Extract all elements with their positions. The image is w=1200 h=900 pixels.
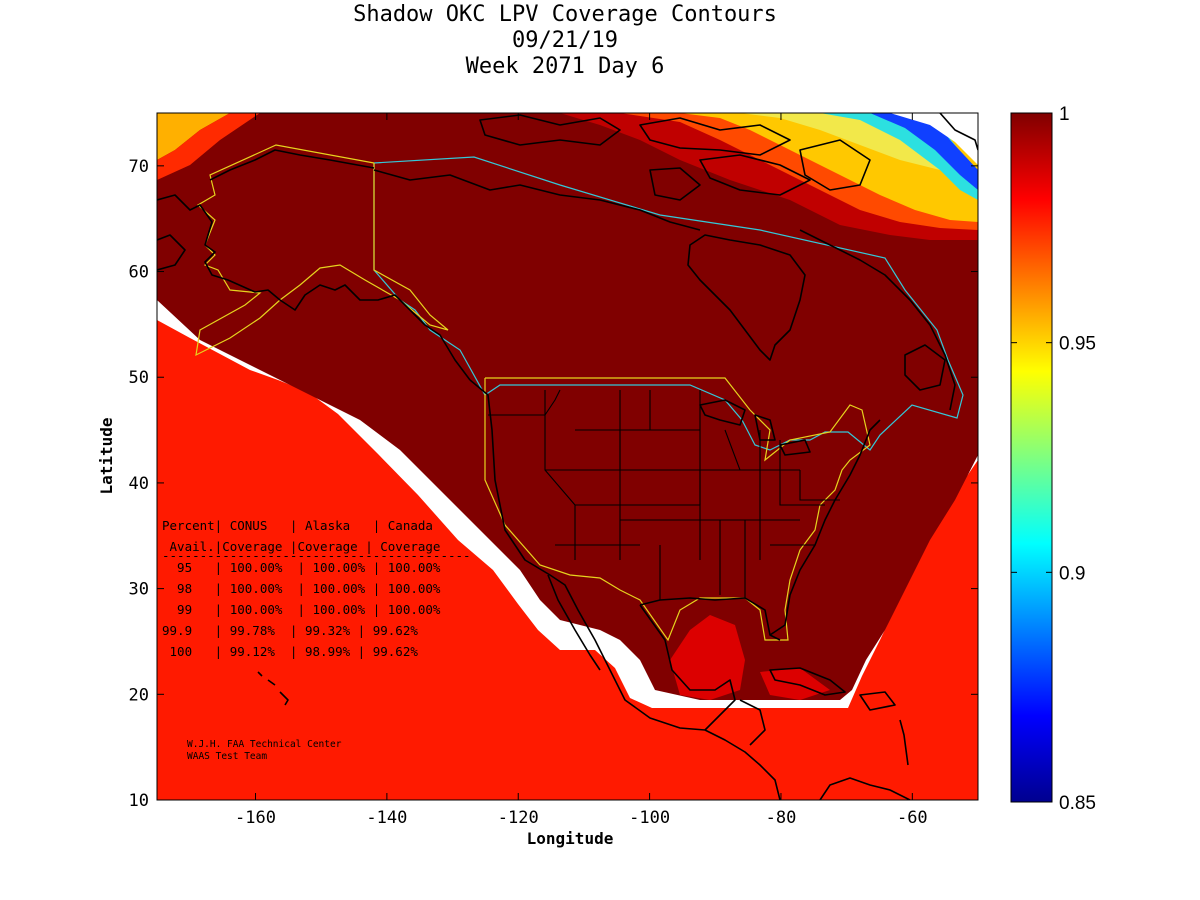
chart-week-day: Week 2071 Day 6 [466, 54, 665, 79]
coverage-full-region [157, 113, 978, 700]
corner-band-red [157, 113, 260, 180]
corner-band-yellow [157, 113, 230, 160]
chart-date: 09/21/19 [512, 28, 618, 53]
canada-region-outline [373, 156, 964, 451]
table-header-row1: Percent| CONUS | Alaska | Canada [162, 518, 433, 533]
table-row: 95 | 100.00% | 100.00% | 100.00% [162, 560, 441, 575]
table-rule: ----------------------------------------… [162, 548, 471, 563]
chart-title: Shadow OKC LPV Coverage Contours [353, 2, 777, 27]
y-tick-label: 60 [129, 263, 149, 283]
state-boundaries [488, 389, 840, 600]
colorbar-tick-label: 1 [1059, 104, 1070, 125]
colorbar-gradient [1010, 112, 1053, 803]
coverage-table: Percent| CONUS | Alaska | Canada Avail.|… [162, 518, 471, 659]
y-tick-label: 50 [129, 368, 149, 388]
colorbar-tick-label: 0.85 [1059, 793, 1096, 814]
y-axis-label: Latitude [97, 417, 116, 494]
x-tick-label: -80 [766, 808, 797, 828]
colorbar: 0.85 0.9 0.95 1 [1010, 104, 1096, 814]
alaska-region-outline [195, 144, 449, 357]
colorbar-tick-label: 0.95 [1059, 334, 1096, 355]
table-row: 100 | 99.12% | 98.99% | 99.62% [162, 644, 418, 659]
coverage-band-red [157, 320, 978, 800]
table-row: 99 | 100.00% | 100.00% | 100.00% [162, 602, 441, 617]
x-tick-label: -60 [897, 808, 928, 828]
y-tick-label: 10 [129, 791, 149, 811]
colorbar-tick-label: 0.9 [1059, 563, 1085, 584]
arctic-white [890, 113, 978, 165]
x-tick-label: -120 [498, 808, 539, 828]
x-axis: -160 -140 -120 -100 -80 -60 [235, 113, 928, 828]
coverage-map [157, 113, 978, 800]
table-row: 98 | 100.00% | 100.00% | 100.00% [162, 581, 441, 596]
table-row: 99.9 | 99.78% | 99.32% | 99.62% [162, 623, 418, 638]
conus-region-outline [484, 377, 871, 642]
y-tick-label: 30 [129, 580, 149, 600]
arctic-band-blue [870, 113, 978, 190]
plot-frame [156, 112, 979, 801]
x-tick-label: -140 [366, 808, 407, 828]
y-tick-label: 20 [129, 685, 149, 705]
y-tick-label: 70 [129, 157, 149, 177]
y-tick-label: 40 [129, 474, 149, 494]
credit-line2: WAAS Test Team [187, 751, 267, 762]
x-tick-label: -100 [629, 808, 670, 828]
x-axis-label: Longitude [527, 829, 614, 848]
y-axis: 10 20 30 40 50 60 70 [129, 157, 978, 811]
x-tick-label: -160 [235, 808, 276, 828]
gulf-bloom [670, 615, 745, 700]
coastlines [157, 113, 978, 800]
colorbar-ticks: 0.85 0.9 0.95 1 [1011, 104, 1096, 814]
credit-line1: W.J.H. FAA Technical Center [187, 739, 342, 750]
table-header-row2: Avail.|Coverage |Coverage | Coverage [162, 539, 440, 554]
